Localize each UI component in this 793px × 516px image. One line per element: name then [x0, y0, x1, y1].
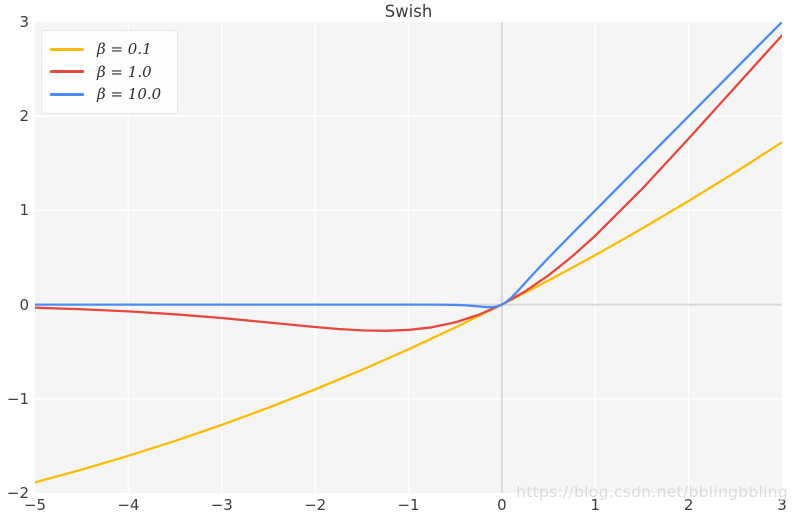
watermark: https://blog.csdn.net/bblingbbling [516, 483, 788, 501]
x-tick-label: −3 [210, 496, 233, 514]
y-tick-label: 1 [19, 201, 29, 220]
series-line-2 [35, 22, 782, 309]
y-tick-label: 0 [19, 295, 29, 314]
y-tick-label: 3 [19, 13, 29, 31]
y-tick-label: −2 [6, 484, 29, 502]
x-tick-label: 0 [497, 496, 507, 514]
x-tick-label: 2 [683, 496, 694, 514]
x-tick-label: −5 [23, 496, 47, 514]
legend-label: β = 1.0 [97, 62, 152, 81]
legend-line-swatch [50, 47, 84, 51]
legend-item-1: β = 1.0 [50, 61, 161, 84]
chart-canvas [35, 22, 782, 493]
series-line-1 [35, 34, 782, 332]
x-tick-label: −1 [397, 496, 420, 514]
page-title: Swish [384, 2, 433, 21]
legend-item-0: β = 0.1 [50, 38, 161, 61]
y-tick-label: −1 [6, 389, 29, 408]
x-tick-label: 3 [777, 496, 787, 514]
legend-label: β = 10.0 [97, 85, 162, 104]
x-tick-label: 1 [590, 496, 601, 514]
x-tick-label: −2 [304, 496, 327, 514]
legend: β = 0.1 β = 1.0 β = 10.0 [41, 30, 179, 114]
legend-label: β = 0.1 [97, 40, 152, 59]
legend-item-2: β = 10.0 [50, 83, 161, 106]
legend-line-swatch [50, 70, 84, 74]
series-line-0 [35, 141, 782, 484]
x-tick-label: −4 [117, 496, 140, 514]
y-tick-label: 2 [19, 107, 29, 126]
legend-line-swatch [50, 92, 84, 96]
